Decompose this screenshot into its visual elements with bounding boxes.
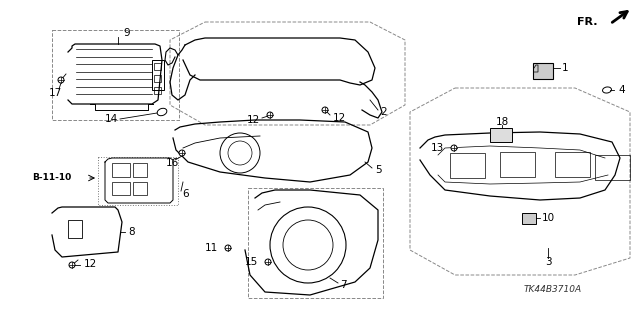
Text: 12: 12 (333, 113, 346, 123)
Circle shape (267, 112, 273, 118)
Text: 12: 12 (84, 259, 97, 269)
Bar (133, 163, 147, 177)
Text: 11: 11 (205, 243, 218, 253)
Bar (595, 155, 630, 180)
Bar (152, 60, 164, 90)
Text: 16: 16 (165, 158, 179, 168)
Circle shape (58, 77, 64, 83)
Text: 5: 5 (375, 165, 381, 175)
Text: 6: 6 (182, 189, 189, 199)
Circle shape (322, 107, 328, 113)
Text: 10: 10 (542, 213, 555, 223)
Text: B-11-10: B-11-10 (32, 174, 71, 182)
Text: 4: 4 (618, 85, 625, 95)
Text: 1: 1 (562, 63, 568, 73)
Circle shape (225, 245, 231, 251)
Bar (248, 188, 383, 298)
Text: 14: 14 (105, 114, 118, 124)
Bar (133, 182, 147, 195)
Text: TK44B3710A: TK44B3710A (524, 286, 582, 294)
Bar (112, 182, 130, 195)
Text: 8: 8 (128, 227, 134, 237)
Text: 12: 12 (247, 115, 260, 125)
Bar (112, 163, 130, 177)
Bar (450, 153, 485, 178)
Text: 13: 13 (431, 143, 444, 153)
Text: 15: 15 (244, 257, 258, 267)
Text: 18: 18 (495, 117, 509, 127)
Bar (154, 75, 161, 82)
Bar (555, 152, 590, 177)
Bar (68, 220, 82, 238)
Text: 7: 7 (340, 280, 347, 290)
Text: 17: 17 (49, 88, 61, 98)
Bar (533, 63, 553, 79)
Bar (154, 63, 161, 70)
Circle shape (265, 259, 271, 265)
Text: 3: 3 (545, 257, 551, 267)
Text: 2: 2 (380, 107, 387, 117)
Bar (500, 152, 535, 177)
Bar (490, 128, 512, 142)
Circle shape (451, 145, 457, 151)
Bar (154, 87, 161, 94)
Bar (98, 157, 178, 205)
Circle shape (69, 262, 75, 268)
Bar (522, 213, 536, 224)
Bar (52, 30, 179, 120)
Circle shape (179, 150, 185, 156)
Text: FR.: FR. (577, 17, 598, 27)
Text: 9: 9 (124, 28, 131, 38)
